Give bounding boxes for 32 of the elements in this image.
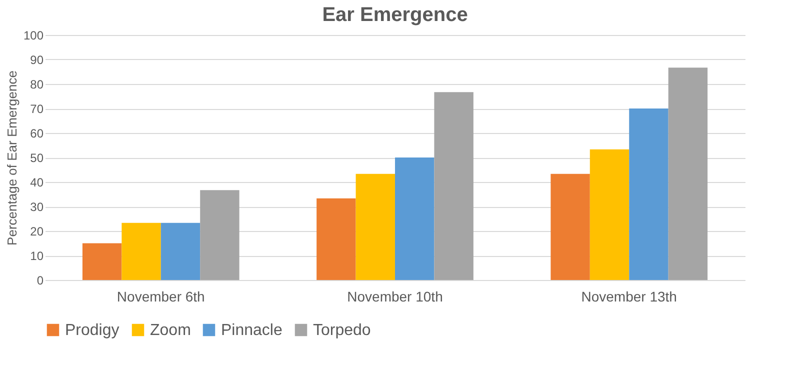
y-tick-label: 20	[30, 224, 44, 238]
y-tick-label: 10	[30, 249, 44, 263]
bar	[590, 149, 630, 280]
bar	[122, 222, 161, 280]
bar	[82, 243, 122, 280]
bar	[200, 190, 240, 280]
bar	[550, 174, 590, 280]
y-axis-title: Percentage of Ear Emergence	[4, 70, 20, 246]
x-tick-label: November 6th	[116, 288, 205, 304]
bar	[434, 92, 474, 280]
legend-label: Zoom	[150, 322, 191, 339]
bar	[316, 198, 356, 280]
y-tick-label: 100	[23, 28, 44, 42]
legend-label: Pinnacle	[221, 322, 282, 339]
y-tick-label: 40	[30, 176, 44, 190]
y-tick-label: 70	[30, 102, 44, 116]
legend-label: Prodigy	[65, 322, 120, 339]
bar	[629, 108, 668, 280]
y-tick-label: 80	[30, 78, 44, 92]
y-tick-label: 30	[30, 200, 44, 214]
bar	[395, 158, 434, 280]
bar	[160, 222, 200, 280]
chart-title: Ear Emergence	[322, 4, 468, 26]
legend-label: Torpedo	[313, 322, 371, 339]
bar	[668, 68, 708, 280]
y-tick-label: 50	[30, 151, 44, 165]
y-tick-label: 90	[30, 53, 44, 67]
x-tick-label: November 10th	[347, 288, 443, 304]
y-tick-label: 0	[36, 274, 44, 288]
y-tick-label: 60	[30, 126, 44, 140]
bar	[356, 174, 395, 280]
x-tick-label: November 13th	[581, 288, 677, 304]
